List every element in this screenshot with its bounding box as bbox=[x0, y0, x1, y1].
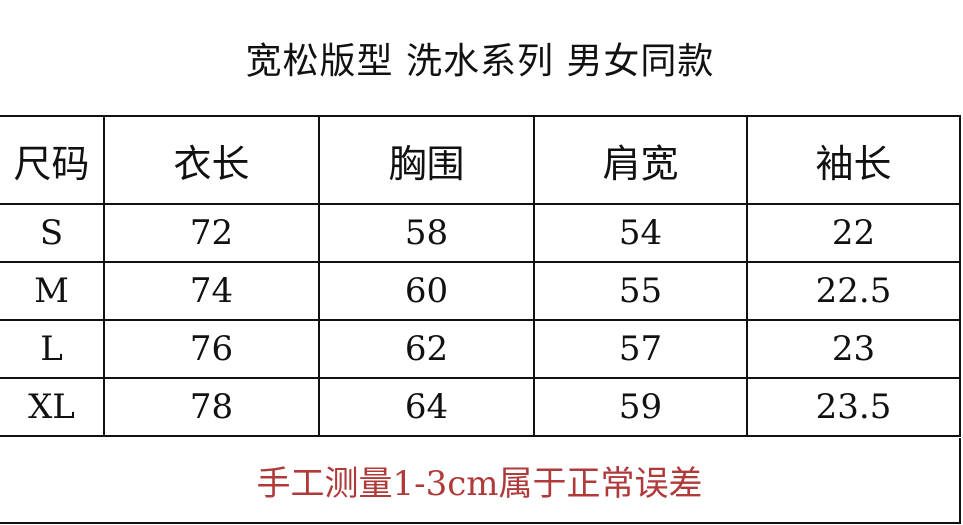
chart-title: 宽松版型 洗水系列 男女同款 bbox=[245, 40, 715, 82]
header-sleeve: 袖长 bbox=[746, 115, 961, 205]
size-table: 尺码 衣长 胸围 肩宽 袖长 S 72 58 54 22 M 74 60 55 … bbox=[0, 115, 961, 437]
cell-length: 78 bbox=[103, 377, 320, 437]
table-row: S 72 58 54 22 bbox=[0, 203, 961, 263]
table-header-row: 尺码 衣长 胸围 肩宽 袖长 bbox=[0, 115, 961, 205]
cell-size: XL bbox=[0, 377, 105, 437]
table-row: XL 78 64 59 23.5 bbox=[0, 377, 961, 437]
cell-shoulder: 54 bbox=[533, 203, 748, 263]
cell-length: 74 bbox=[103, 261, 320, 321]
cell-size: L bbox=[0, 319, 105, 379]
cell-length: 72 bbox=[103, 203, 320, 263]
header-shoulder: 肩宽 bbox=[533, 115, 748, 205]
header-length: 衣长 bbox=[103, 115, 320, 205]
header-chest: 胸围 bbox=[318, 115, 535, 205]
cell-length: 76 bbox=[103, 319, 320, 379]
table-row: L 76 62 57 23 bbox=[0, 319, 961, 379]
cell-shoulder: 55 bbox=[533, 261, 748, 321]
cell-size: S bbox=[0, 203, 105, 263]
cell-sleeve: 22.5 bbox=[746, 261, 961, 321]
cell-chest: 62 bbox=[318, 319, 535, 379]
cell-sleeve: 23.5 bbox=[746, 377, 961, 437]
measurement-note: 手工测量1-3cm属于正常误差 bbox=[0, 438, 961, 524]
table-row: M 74 60 55 22.5 bbox=[0, 261, 961, 321]
cell-shoulder: 57 bbox=[533, 319, 748, 379]
cell-chest: 64 bbox=[318, 377, 535, 437]
cell-size: M bbox=[0, 261, 105, 321]
cell-chest: 58 bbox=[318, 203, 535, 263]
cell-sleeve: 23 bbox=[746, 319, 961, 379]
cell-chest: 60 bbox=[318, 261, 535, 321]
cell-shoulder: 59 bbox=[533, 377, 748, 437]
cell-sleeve: 22 bbox=[746, 203, 961, 263]
header-size: 尺码 bbox=[0, 115, 105, 205]
